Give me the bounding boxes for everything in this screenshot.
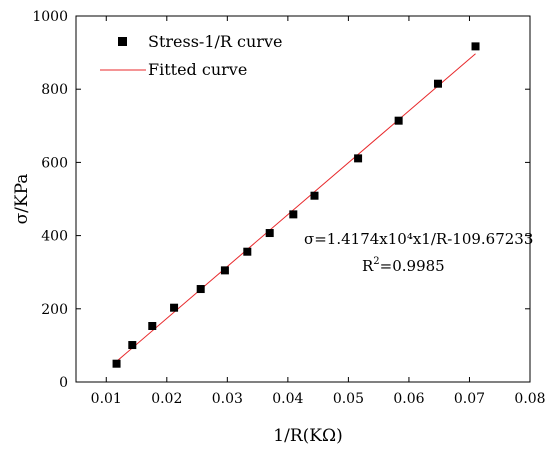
x-tick-label: 0.01 — [91, 391, 122, 407]
y-tick-label: 1000 — [32, 9, 68, 25]
y-axis: 0 200 400 600 800 1000 — [32, 9, 530, 391]
y-tick-label: 600 — [41, 155, 68, 171]
annotations: σ=1.4174x10⁴x1/R-109.67233 R2=0.9985 — [304, 230, 533, 275]
x-tick-label: 0.03 — [212, 391, 243, 407]
r-squared-exponent: 2 — [373, 256, 379, 267]
y-tick-label: 400 — [41, 229, 68, 245]
data-point — [196, 285, 205, 294]
data-point — [220, 266, 229, 275]
x-axis: 0.01 0.02 0.03 0.04 0.05 0.06 0.07 0.08 — [91, 16, 546, 407]
fit-equation: σ=1.4174x10⁴x1/R-109.67233 — [304, 230, 533, 248]
legend-marker-scatter — [118, 37, 127, 46]
x-axis-title: 1/R(KΩ) — [273, 426, 342, 446]
r-squared: R2=0.9985 — [362, 256, 445, 275]
r-squared-base: R — [362, 257, 374, 275]
data-point — [354, 154, 363, 163]
data-point — [170, 303, 179, 312]
y-axis-title: σ/KPa — [12, 174, 32, 225]
plot-border — [75, 15, 531, 383]
data-point — [243, 247, 252, 256]
legend: Stress-1/R curve Fitted curve — [100, 32, 282, 79]
data-point — [265, 229, 274, 238]
data-point — [289, 210, 298, 219]
legend-label-scatter: Stress-1/R curve — [148, 32, 282, 51]
data-point — [148, 322, 157, 331]
x-tick-label: 0.04 — [272, 391, 303, 407]
x-tick-label: 0.05 — [333, 391, 364, 407]
y-tick-label: 200 — [41, 302, 68, 318]
data-point — [471, 42, 480, 51]
series-layer — [112, 42, 480, 368]
data-point — [433, 79, 442, 88]
data-point — [394, 116, 403, 125]
x-tick-label: 0.06 — [393, 391, 424, 407]
y-tick-label: 800 — [41, 82, 68, 98]
x-tick-label: 0.07 — [454, 391, 485, 407]
plot-area — [75, 15, 531, 383]
legend-label-fit: Fitted curve — [148, 60, 247, 79]
x-tick-label: 0.08 — [514, 391, 545, 407]
data-point — [112, 359, 121, 368]
fitted-line — [116, 53, 476, 362]
y-tick-label: 0 — [59, 375, 68, 391]
x-tick-label: 0.02 — [151, 391, 182, 407]
data-point — [128, 341, 137, 350]
data-point — [310, 191, 319, 200]
r-squared-value: =0.9985 — [380, 257, 445, 275]
